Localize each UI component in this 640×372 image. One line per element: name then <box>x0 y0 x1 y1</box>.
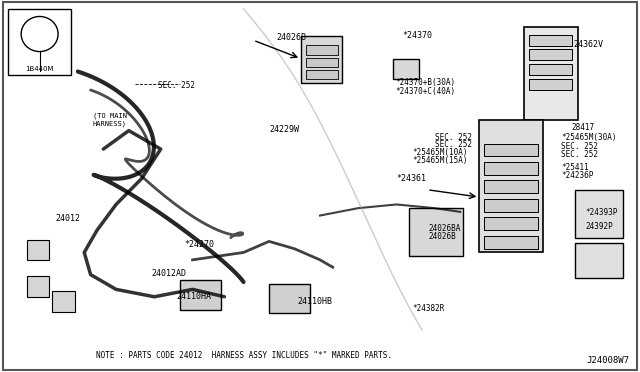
Text: 24012AD: 24012AD <box>151 269 186 278</box>
Bar <box>479 119 543 253</box>
Bar <box>52 291 75 311</box>
Text: *24370+C(40A): *24370+C(40A) <box>395 87 455 96</box>
Text: 24110HA: 24110HA <box>177 292 212 301</box>
Bar <box>484 217 538 230</box>
Text: *24270: *24270 <box>184 240 214 249</box>
Bar <box>306 45 338 55</box>
Bar <box>529 79 572 90</box>
Text: *24370: *24370 <box>403 31 433 40</box>
Text: *25465M(30A): *25465M(30A) <box>561 134 616 142</box>
Text: *25465M(10A): *25465M(10A) <box>412 148 468 157</box>
Text: SEC. 252: SEC. 252 <box>561 150 598 160</box>
Text: 24026B: 24026B <box>276 33 307 42</box>
Bar <box>529 35 572 46</box>
Text: SEC. 252: SEC. 252 <box>157 81 195 90</box>
Text: (TO MAIN
HARNESS): (TO MAIN HARNESS) <box>93 113 127 127</box>
Text: 24229W: 24229W <box>269 125 299 134</box>
Bar <box>394 59 419 79</box>
Bar <box>8 9 72 75</box>
Text: SEC. 252: SEC. 252 <box>435 140 472 149</box>
Text: 1B440M: 1B440M <box>26 66 54 72</box>
Text: SEC. 252: SEC. 252 <box>435 134 472 142</box>
Bar <box>409 208 463 256</box>
Text: *24361: *24361 <box>396 174 426 183</box>
Bar <box>484 144 538 157</box>
Bar <box>484 180 538 193</box>
Bar <box>529 49 572 61</box>
Text: SEC. 252: SEC. 252 <box>561 142 598 151</box>
Bar <box>301 36 342 83</box>
Ellipse shape <box>21 16 58 52</box>
Bar <box>27 240 49 260</box>
Bar <box>484 199 538 212</box>
Bar <box>306 70 338 79</box>
Bar <box>484 236 538 249</box>
Text: J24008W7: J24008W7 <box>586 356 629 365</box>
Text: NOTE : PARTS CODE 24012  HARNESS ASSY INCLUDES "*" MARKED PARTS.: NOTE : PARTS CODE 24012 HARNESS ASSY INC… <box>95 351 392 360</box>
Bar <box>575 243 623 278</box>
Text: 24026B: 24026B <box>428 232 456 241</box>
Text: *24236P: *24236P <box>561 171 593 180</box>
Bar <box>529 64 572 75</box>
Text: 24110HB: 24110HB <box>298 297 333 306</box>
Text: 24362V: 24362V <box>573 41 604 49</box>
Text: *24382R: *24382R <box>412 304 445 313</box>
Text: *25465M(15A): *25465M(15A) <box>412 156 468 165</box>
Text: 24392P: 24392P <box>585 222 613 231</box>
Bar <box>484 162 538 175</box>
Bar <box>180 280 221 310</box>
Text: 28417: 28417 <box>572 124 595 132</box>
Bar <box>575 190 623 238</box>
Text: 24026BA: 24026BA <box>428 224 461 233</box>
Bar <box>306 58 338 67</box>
Text: *24370+B(30A): *24370+B(30A) <box>395 78 455 87</box>
Text: *25411: *25411 <box>561 163 589 172</box>
Bar <box>524 27 578 119</box>
Text: *24393P: *24393P <box>585 208 618 217</box>
Bar <box>27 276 49 297</box>
Text: 24012: 24012 <box>56 214 81 223</box>
Bar <box>269 284 310 313</box>
